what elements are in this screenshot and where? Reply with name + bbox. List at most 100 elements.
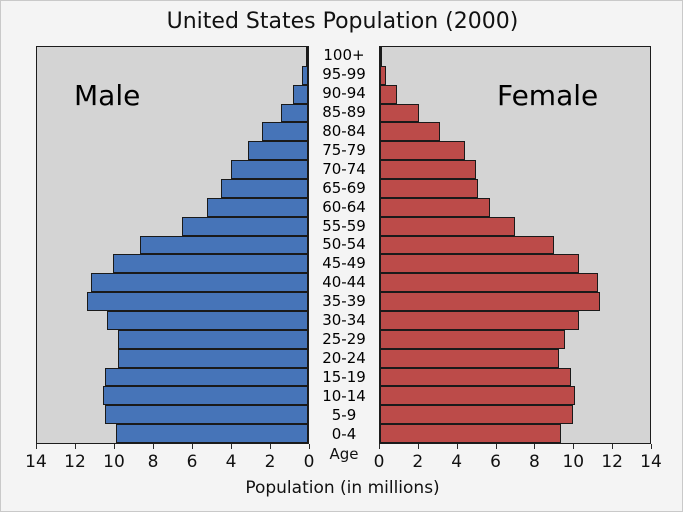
female-panel: [379, 46, 651, 444]
female-bar-85-89: [380, 103, 419, 123]
x-axis-label: Population (in millions): [245, 478, 440, 498]
x-tick-mark-female-6: [495, 444, 497, 449]
x-tick-mark-female-4: [456, 444, 458, 449]
x-tick-label-female-4: 4: [451, 452, 463, 472]
age-group-label-65-69: 65-69: [322, 178, 366, 197]
female-bar-25-29: [380, 329, 566, 349]
age-group-label-90-94: 90-94: [322, 83, 366, 102]
x-tick-label-male-2: 2: [264, 452, 276, 472]
female-bar-95-99: [380, 65, 386, 85]
female-bar-10-14: [380, 386, 575, 406]
age-group-label-75-79: 75-79: [322, 140, 366, 159]
age-group-label-5-9: 5-9: [331, 406, 357, 425]
x-tick-mark-male-6: [192, 444, 193, 449]
x-tick-label-male-0: 0: [303, 452, 315, 472]
male-bar-55-59: [182, 216, 308, 236]
age-group-label-70-74: 70-74: [322, 159, 366, 178]
x-tick-label-female-10: 10: [562, 452, 585, 472]
female-bar-55-59: [380, 216, 515, 236]
age-group-label-35-39: 35-39: [322, 292, 366, 311]
age-group-label-95-99: 95-99: [322, 64, 366, 83]
female-bar-100+: [380, 47, 382, 66]
female-bar-45-49: [380, 254, 579, 274]
male-bar-65-69: [220, 178, 308, 198]
male-bar-35-39: [87, 292, 308, 311]
x-tick-label-female-6: 6: [490, 452, 501, 472]
female-bar-35-39: [380, 292, 600, 311]
x-tick-label-male-8: 8: [147, 452, 159, 472]
x-tick-mark-male-4: [231, 444, 232, 449]
x-tick-mark-male-0: [309, 444, 310, 449]
x-tick-label-female-12: 12: [601, 452, 623, 472]
x-tick-label-male-4: 4: [225, 452, 237, 472]
male-bar-15-19: [104, 367, 308, 387]
female-bar-0-4: [380, 424, 562, 443]
female-bar-40-44: [380, 273, 598, 293]
male-bar-25-29: [118, 329, 308, 349]
female-bar-20-24: [380, 348, 560, 368]
x-tick-label-female-14: 14: [640, 452, 662, 472]
female-bar-80-84: [380, 122, 440, 142]
age-group-label-50-54: 50-54: [322, 235, 366, 254]
female-bar-60-64: [380, 197, 490, 217]
female-bar-90-94: [380, 84, 398, 104]
x-tick-mark-male-12: [75, 444, 76, 449]
x-tick-mark-female-8: [534, 444, 536, 449]
age-group-label-40-44: 40-44: [322, 273, 366, 292]
x-tick-mark-female-0: [379, 444, 380, 449]
male-bar-75-79: [248, 141, 308, 161]
age-group-axis: 100+ 95-99 90-94 85-89 80-84 75-79 70-74 65-69 6…: [309, 46, 379, 444]
female-bar-5-9: [380, 405, 573, 425]
age-group-label-10-14: 10-14: [322, 387, 366, 406]
age-group-label-30-34: 30-34: [322, 311, 366, 330]
male-bar-80-84: [261, 122, 308, 142]
male-bar-50-54: [139, 235, 308, 255]
x-tick-mark-female-14: [651, 444, 652, 449]
x-tick-label-male-14: 14: [25, 452, 47, 472]
male-panel: [36, 46, 309, 444]
male-bar-5-9: [104, 405, 308, 425]
male-bar-90-94: [292, 84, 308, 104]
female-bar-30-34: [380, 310, 579, 330]
female-bar-75-79: [380, 141, 465, 161]
male-bar-20-24: [118, 348, 308, 368]
x-tick-label-female-0: 0: [373, 452, 385, 472]
male-bar-85-89: [280, 103, 308, 123]
x-tick-label-female-2: 2: [412, 452, 424, 472]
x-tick-mark-female-12: [612, 444, 614, 449]
x-tick-mark-female-10: [573, 444, 575, 449]
male-bar-70-74: [230, 160, 308, 179]
age-axis-label: Age: [329, 445, 359, 463]
x-tick-mark-female-2: [417, 444, 419, 449]
age-group-label-55-59: 55-59: [322, 216, 366, 235]
female-bar-50-54: [380, 235, 554, 255]
x-tick-label-female-8: 8: [529, 452, 540, 472]
male-bar-0-4: [116, 424, 308, 443]
age-group-label-20-24: 20-24: [322, 349, 366, 368]
age-group-label-85-89: 85-89: [322, 102, 366, 121]
age-group-label-25-29: 25-29: [322, 330, 366, 349]
chart-title: United States Population (2000): [166, 9, 519, 34]
male-bar-45-49: [112, 254, 308, 274]
age-group-label-15-19: 15-19: [322, 368, 366, 387]
male-series-label: Male: [74, 79, 141, 112]
female-bar-65-69: [380, 178, 479, 198]
x-tick-mark-male-10: [114, 444, 115, 449]
x-tick-mark-male-14: [36, 444, 37, 449]
female-series-label: Female: [497, 79, 599, 112]
male-bar-40-44: [91, 273, 308, 293]
age-group-label-0-4: 0-4: [331, 425, 357, 444]
male-bar-100+: [306, 47, 308, 66]
male-bar-95-99: [302, 65, 308, 85]
x-tick-mark-male-2: [270, 444, 271, 449]
age-group-label-80-84: 80-84: [322, 121, 366, 140]
female-bar-15-19: [380, 367, 571, 387]
x-tick-label-male-6: 6: [186, 452, 198, 472]
male-bar-10-14: [102, 386, 308, 406]
x-tick-mark-male-8: [153, 444, 154, 449]
age-group-label-100+: 100+: [323, 45, 365, 64]
age-group-label-60-64: 60-64: [322, 197, 366, 216]
x-tick-label-male-10: 10: [103, 452, 125, 472]
male-bar-60-64: [207, 197, 308, 217]
